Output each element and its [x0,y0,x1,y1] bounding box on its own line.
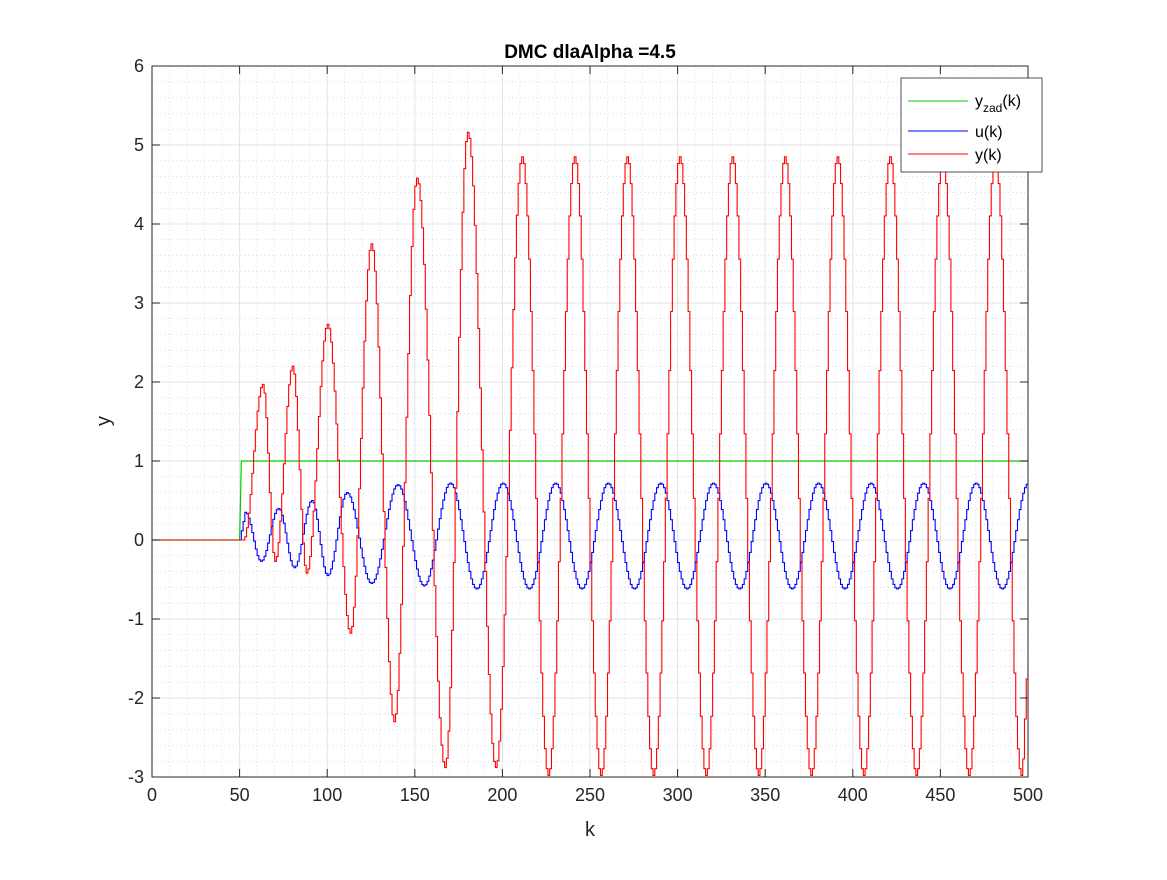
series-clip-group [152,131,1028,776]
y-tick-label: -3 [128,767,144,787]
x-tick-label: 250 [575,785,605,805]
axis-ticks: 0 50 100 150 200 250 300 350 400 450 500 -3 -2 -1 0 1 2 3… [128,56,1043,805]
x-tick-label: 350 [750,785,780,805]
y-tick-label: 3 [134,293,144,313]
x-tick-label: 400 [838,785,868,805]
x-tick-label: 0 [147,785,157,805]
y-tick-label: 1 [134,451,144,471]
legend-label-u: u(k) [975,124,1003,141]
minor-grid [152,66,1028,777]
y-tick-label: 6 [134,56,144,76]
x-tick-label: 100 [312,785,342,805]
y-axis-label: y [93,416,115,426]
legend: yzad(k) u(k) y(k) [900,77,1043,173]
legend-label-yzad: yzad(k) [975,93,1021,115]
series-line-y [152,131,1028,776]
legend-yzad-sub: zad [983,101,1002,115]
y-tick-label: -2 [128,688,144,708]
chart-title: DMC dlaAlpha =4.5 [504,42,676,63]
legend-yzad-main: y [975,93,983,110]
x-tick-label: 300 [663,785,693,805]
x-tick-label: 50 [230,785,250,805]
series-line-u [152,482,1028,590]
x-tick-label: 500 [1013,785,1043,805]
legend-label-y: y(k) [975,147,1002,164]
x-tick-label: 450 [925,785,955,805]
y-tick-label: 2 [134,372,144,392]
y-tick-label: 4 [134,214,144,234]
y-tick-label: -1 [128,609,144,629]
y-tick-label: 5 [134,135,144,155]
x-tick-label: 200 [487,785,517,805]
legend-yzad-suffix: (k) [1002,93,1021,110]
y-tick-label: 0 [134,530,144,550]
series-group [152,131,1028,776]
x-tick-label: 150 [400,785,430,805]
legend-box [900,77,1043,173]
x-axis-label: k [585,819,596,841]
